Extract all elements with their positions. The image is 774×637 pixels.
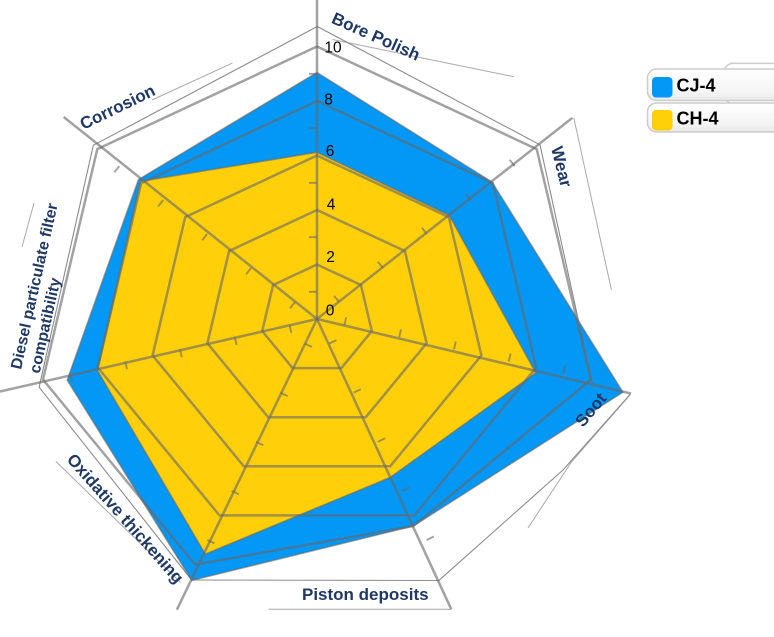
svg-text:10: 10 — [324, 40, 342, 57]
svg-text:Piston deposits: Piston deposits — [302, 585, 429, 604]
svg-text:2: 2 — [326, 249, 335, 266]
svg-text:0: 0 — [326, 302, 335, 319]
svg-text:8: 8 — [324, 92, 333, 109]
svg-text:CJ-4: CJ-4 — [677, 76, 716, 96]
svg-text:CH-4: CH-4 — [677, 109, 719, 129]
svg-text:6: 6 — [326, 143, 335, 160]
svg-text:4: 4 — [327, 196, 336, 213]
